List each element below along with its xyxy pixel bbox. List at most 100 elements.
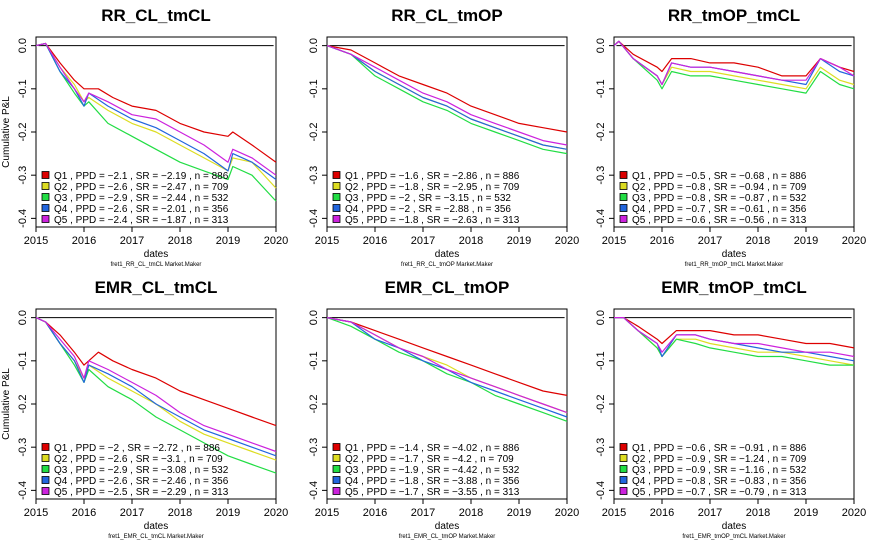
- chart-3-y-tick-label: -0.4: [595, 209, 607, 228]
- chart-1-x-tick-label: 2016: [72, 235, 96, 247]
- chart-3-legend-swatch-q3: [619, 193, 628, 201]
- chart-3-x-tick-label: 2015: [602, 235, 626, 247]
- chart-1-series-line-q5: [35, 42, 277, 176]
- chart-1-y-tick-label: -0.4: [17, 209, 29, 228]
- chart-5-x-tick-label: 2015: [315, 507, 339, 519]
- chart-2-legend-label-q4: Q4 , PPD = −2 , SR = −2.88 , n = 356: [345, 204, 511, 215]
- chart-5-legend-swatch-q4: [332, 476, 341, 484]
- chart-1-legend-swatch-q4: [41, 204, 50, 212]
- chart-1-legend-swatch-q1: [41, 171, 50, 179]
- chart-2-legend-swatch-q5: [332, 215, 341, 223]
- chart-5-y-tick-label: -0.1: [308, 351, 320, 370]
- chart-5-y-tick-label: -0.4: [308, 481, 320, 500]
- chart-2-title: RR_CL_tmOP: [391, 6, 502, 25]
- chart-3-legend-label-q5: Q5 , PPD = −0.6 , SR = −0.56 , n = 313: [632, 215, 807, 226]
- chart-5-subtitle: fret1_EMR_CL_tmOP Market.Maker: [399, 534, 496, 540]
- chart-6-series-line-q1: [614, 317, 855, 349]
- chart-6-x-tick-label: 2019: [794, 507, 818, 519]
- chart-5-series-line-q3: [326, 317, 568, 422]
- chart-3-legend-swatch-q4: [619, 204, 628, 212]
- chart-6-x-axis-label: dates: [722, 521, 746, 532]
- chart-1-legend-swatch-q5: [41, 215, 50, 223]
- chart-3-legend-label-q2: Q2 , PPD = −0.8 , SR = −0.94 , n = 709: [632, 182, 807, 193]
- chart-2-x-tick-label: 2015: [315, 235, 339, 247]
- chart-3-series-line-q5: [613, 40, 855, 86]
- chart-3-series-line-q1: [613, 40, 855, 77]
- chart-5-x-axis-label: dates: [435, 521, 459, 532]
- chart-3-x-tick-label: 2016: [650, 235, 674, 247]
- chart-2-y-tick-label: -0.3: [308, 166, 320, 185]
- chart-5-legend-swatch-q1: [332, 443, 341, 451]
- chart-4-legend-label-q1: Q1 , PPD = −2 , SR = −2.72 , n = 886: [54, 443, 220, 454]
- chart-4-y-tick-label: -0.1: [17, 351, 29, 370]
- chart-4-x-tick-label: 2018: [168, 507, 192, 519]
- chart-3-x-tick-label: 2018: [746, 235, 770, 247]
- chart-1-y-tick-label: -0.1: [17, 79, 29, 98]
- chart-2-legend-swatch-q3: [332, 193, 341, 201]
- chart-4-y-tick-label: -0.3: [17, 438, 29, 457]
- chart-1-series-line-q4: [35, 42, 277, 180]
- chart-2-legend-swatch-q4: [332, 204, 341, 212]
- chart-6-x-tick-label: 2018: [746, 507, 770, 519]
- chart-3-y-tick-label: -0.1: [595, 79, 607, 98]
- chart-3-x-tick-label: 2019: [794, 235, 818, 247]
- chart-3-series-line-q2: [613, 40, 855, 90]
- chart-5-legend-label-q2: Q2 , PPD = −1.7 , SR = −4.2 , n = 709: [345, 454, 514, 465]
- chart-3-legend-swatch-q2: [619, 182, 628, 190]
- chart-2-series-line-q1: [326, 45, 568, 133]
- chart-5-legend-swatch-q5: [332, 487, 341, 495]
- chart-2-x-tick-label: 2020: [555, 235, 579, 247]
- chart-1-y-tick-label: -0.3: [17, 166, 29, 185]
- chart-1-legend-swatch-q2: [41, 182, 50, 190]
- chart-2-x-tick-label: 2018: [459, 235, 483, 247]
- chart-1-x-axis-label: dates: [144, 249, 168, 260]
- chart-5-y-tick-label: 0.0: [308, 310, 320, 325]
- chart-6-legend-label-q5: Q5 , PPD = −0.7 , SR = −0.79 , n = 313: [632, 487, 807, 498]
- chart-5-legend-label-q4: Q4 , PPD = −1.8 , SR = −3.88 , n = 356: [345, 476, 520, 487]
- chart-5-title: EMR_CL_tmOP: [385, 278, 510, 297]
- chart-6-y-tick-label: -0.2: [595, 395, 607, 414]
- chart-6-legend-label-q2: Q2 , PPD = −0.9 , SR = −1.24 , n = 709: [632, 454, 807, 465]
- chart-1-title: RR_CL_tmCL: [101, 6, 211, 25]
- chart-2-legend-swatch-q2: [332, 182, 341, 190]
- chart-5-legend-label-q1: Q1 , PPD = −1.4 , SR = −4.02 , n = 886: [345, 443, 520, 454]
- chart-1-series-line-q3: [35, 42, 277, 202]
- chart-2-subtitle: fret1_RR_CL_tmOP Market.Maker: [401, 262, 493, 268]
- chart-1-subtitle: fret1_RR_CL_tmCL Market.Maker: [111, 262, 202, 268]
- chart-6-legend-swatch-q4: [619, 476, 628, 484]
- chart-4-subtitle: fret1_EMR_CL_tmCL Market.Maker: [108, 534, 203, 540]
- chart-2-y-tick-label: -0.4: [308, 209, 320, 228]
- chart-1-legend-label-q2: Q2 , PPD = −2.6 , SR = −2.47 , n = 709: [54, 182, 229, 193]
- chart-2-y-tick-label: 0.0: [308, 38, 320, 53]
- chart-4-x-tick-label: 2016: [72, 507, 96, 519]
- chart-4-x-tick-label: 2017: [120, 507, 144, 519]
- chart-3-legend-label-q4: Q4 , PPD = −0.7 , SR = −0.61 , n = 356: [632, 204, 807, 215]
- chart-6-title: EMR_tmOP_tmCL: [661, 278, 806, 297]
- chart-5-x-tick-label: 2017: [411, 507, 435, 519]
- chart-2-x-tick-label: 2017: [411, 235, 435, 247]
- chart-4-legend-label-q3: Q3 , PPD = −2.9 , SR = −3.08 , n = 532: [54, 465, 229, 476]
- chart-6-y-tick-label: -0.3: [595, 438, 607, 457]
- chart-1-x-tick-label: 2015: [24, 235, 48, 247]
- chart-1-legend-label-q5: Q5 , PPD = −2.4 , SR = −1.87 , n = 313: [54, 215, 229, 226]
- chart-1-legend-label-q1: Q1 , PPD = −2.1 , SR = −2.19 , n = 886: [54, 171, 229, 182]
- chart-1-legend-swatch-q3: [41, 193, 50, 201]
- chart-3-x-tick-label: 2020: [842, 235, 866, 247]
- chart-2-y-tick-label: -0.2: [308, 123, 320, 142]
- chart-1-x-tick-label: 2019: [216, 235, 240, 247]
- chart-4-legend-swatch-q2: [41, 454, 50, 462]
- chart-4-legend-label-q4: Q4 , PPD = −2.6 , SR = −2.46 , n = 356: [54, 476, 229, 487]
- chart-3-y-tick-label: -0.3: [595, 166, 607, 185]
- chart-6-x-tick-label: 2016: [650, 507, 674, 519]
- chart-6-series-line-q3: [614, 317, 854, 366]
- chart-5-series-line-q5: [326, 317, 568, 414]
- chart-6-legend-swatch-q3: [619, 465, 628, 473]
- chart-3-title: RR_tmOP_tmCL: [668, 6, 800, 25]
- chart-4-legend-swatch-q4: [41, 476, 50, 484]
- chart-1-x-tick-label: 2020: [264, 235, 288, 247]
- chart-2-series-line-q3: [326, 45, 568, 155]
- chart-2-x-tick-label: 2019: [507, 235, 531, 247]
- chart-2-legend-label-q1: Q1 , PPD = −1.6 , SR = −2.86 , n = 886: [345, 171, 520, 182]
- chart-2-y-tick-label: -0.1: [308, 79, 320, 98]
